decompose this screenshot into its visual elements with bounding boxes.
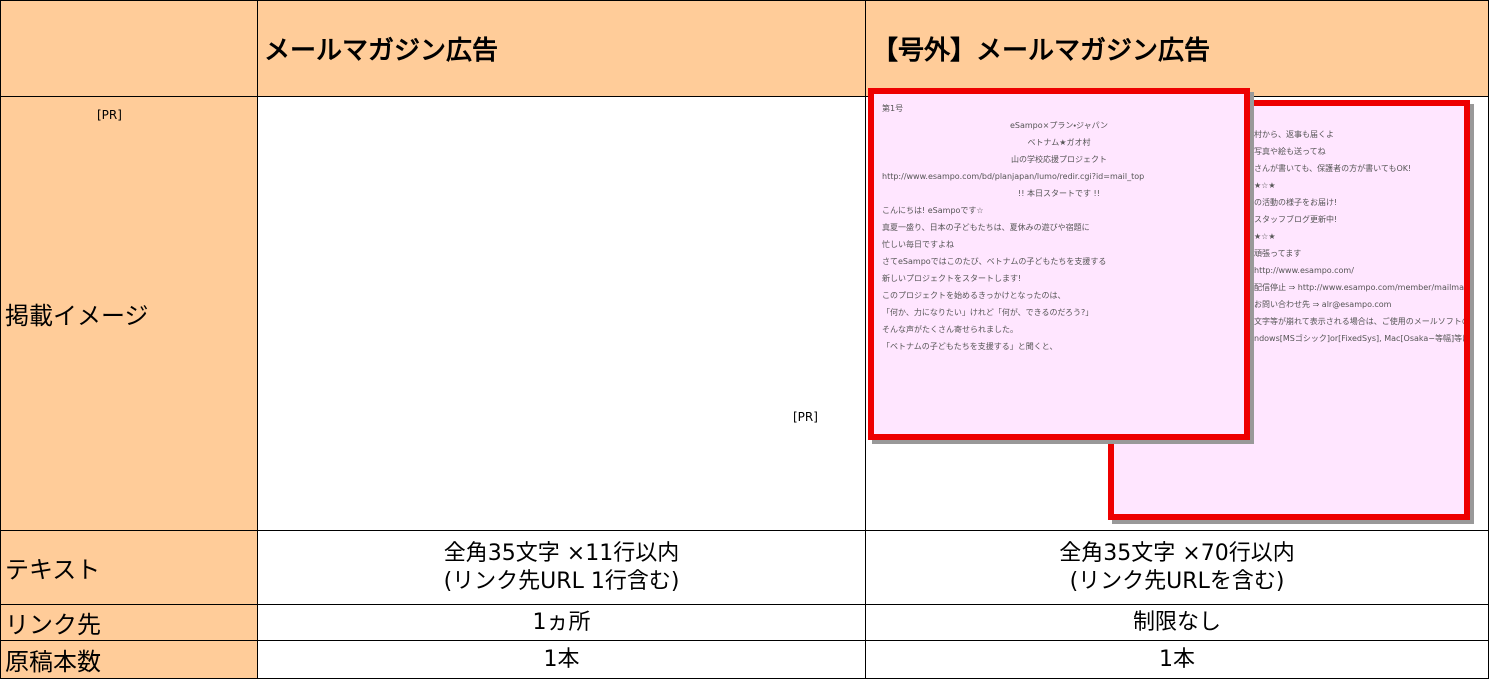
mock-line: スタッフブログ更新中! — [1254, 215, 1338, 224]
cell-line: 1本 — [543, 646, 580, 672]
mock-line: こんにちは! eSampoです☆ — [882, 206, 984, 215]
pr-label: [PR] — [97, 108, 122, 122]
mock-line: ベトナム★ガオ村 — [1027, 138, 1091, 147]
mock-line: 写真や絵も送ってね — [1254, 147, 1326, 156]
header-cell — [0, 0, 258, 97]
mock-email-front: 第1号 eSampo×プラン・ジャパン ベトナム★ガオ村山の学校応援プロジェクト ht… — [868, 88, 1250, 440]
mock-line: このプロジェクトを始めるきっかけとなったのは、 — [882, 291, 1066, 300]
mock-line: 「ベトナムの子どもたちを支援する」と聞くと、 — [882, 342, 1058, 351]
pr-label: [PR] — [793, 410, 818, 424]
mock-line: 配信停止 ⇒ http://www.esampo.com/member/mail… — [1254, 283, 1470, 292]
mock-line: お問い合わせ先 ⇒ alr@esampo.com — [1254, 300, 1392, 309]
header-cell: メールマガジン広告 — [257, 0, 866, 97]
cell: 全角35文字 ×11行以内 (リンク先URL 1行含む) — [257, 530, 866, 605]
mock-line: 「何か、力になりたい」けれど「何が、できるのだろう?」 — [882, 308, 1094, 317]
mock-line: 文字等が崩れて表示される場合は、ご使用のメールソフトのフォント設定を — [1254, 317, 1470, 326]
cell-line: 全角35文字 ×11行以内 — [443, 540, 680, 566]
mock-line: http://www.esampo.com/bd/planjapan/lumo/… — [882, 172, 1145, 181]
row-label: 掲載イメージ — [0, 96, 258, 531]
cell: 制限なし — [865, 604, 1489, 641]
cell-line: 1本 — [1159, 646, 1195, 672]
mock-line: ★☆★ — [1254, 232, 1276, 241]
cell-line: (リンク先URLを含む) — [1069, 568, 1285, 594]
mock-line: eSampo×プラン・ジャパン — [1009, 121, 1109, 130]
mock-line: ★☆★ — [1254, 181, 1276, 190]
cell: 1本 — [865, 640, 1489, 679]
mock-line: ndows[MSゴシック]or[FixedSys], Mac[Osaka−等幅]… — [1254, 334, 1470, 343]
mock-line: 村から、返事も届くよ — [1254, 130, 1334, 139]
mock-line: !! 本日スタートです !! — [1018, 189, 1100, 198]
mock-line: 第1号 — [882, 104, 904, 113]
row-label: テキスト — [0, 530, 258, 605]
mock-line: 新しいプロジェクトをスタートします! — [882, 274, 1022, 283]
mock-line: 忙しい毎日ですよね — [882, 240, 954, 249]
cell: 1ヵ所 — [257, 604, 866, 641]
cell-line: 制限なし — [1132, 609, 1221, 635]
cell-line: 全角35文字 ×70行以内 — [1059, 540, 1295, 566]
mock-line: さんが書いても、保護者の方が書いてもOK! — [1254, 164, 1412, 173]
cell: 全角35文字 ×70行以内 (リンク先URLを含む) — [865, 530, 1489, 605]
cell-line: (リンク先URL 1行含む) — [443, 568, 680, 594]
mock-line: 頑張ってます — [1254, 249, 1302, 258]
cell: 1本 — [257, 640, 866, 679]
row-label: 原稿本数 — [0, 640, 258, 679]
header-cell: 【号外】メールマガジン広告 — [865, 0, 1489, 97]
mock-line: そんな声がたくさん寄せられました。 — [882, 325, 1018, 334]
image-cell — [257, 96, 866, 531]
mock-line: http://www.esampo.com/ — [1254, 266, 1354, 275]
mock-line: の活動の様子をお届け! — [1254, 198, 1338, 207]
mock-line: 山の学校応援プロジェクト — [1011, 155, 1107, 164]
mock-line: さてeSampoではこのたび、ベトナムの子どもたちを支援する — [882, 257, 1107, 266]
mock-line: 真夏一盛り、日本の子どもたちは、夏休みの遊びや宿題に — [882, 223, 1090, 232]
cell-line: 1ヵ所 — [532, 609, 591, 635]
row-label: リンク先 — [0, 604, 258, 641]
